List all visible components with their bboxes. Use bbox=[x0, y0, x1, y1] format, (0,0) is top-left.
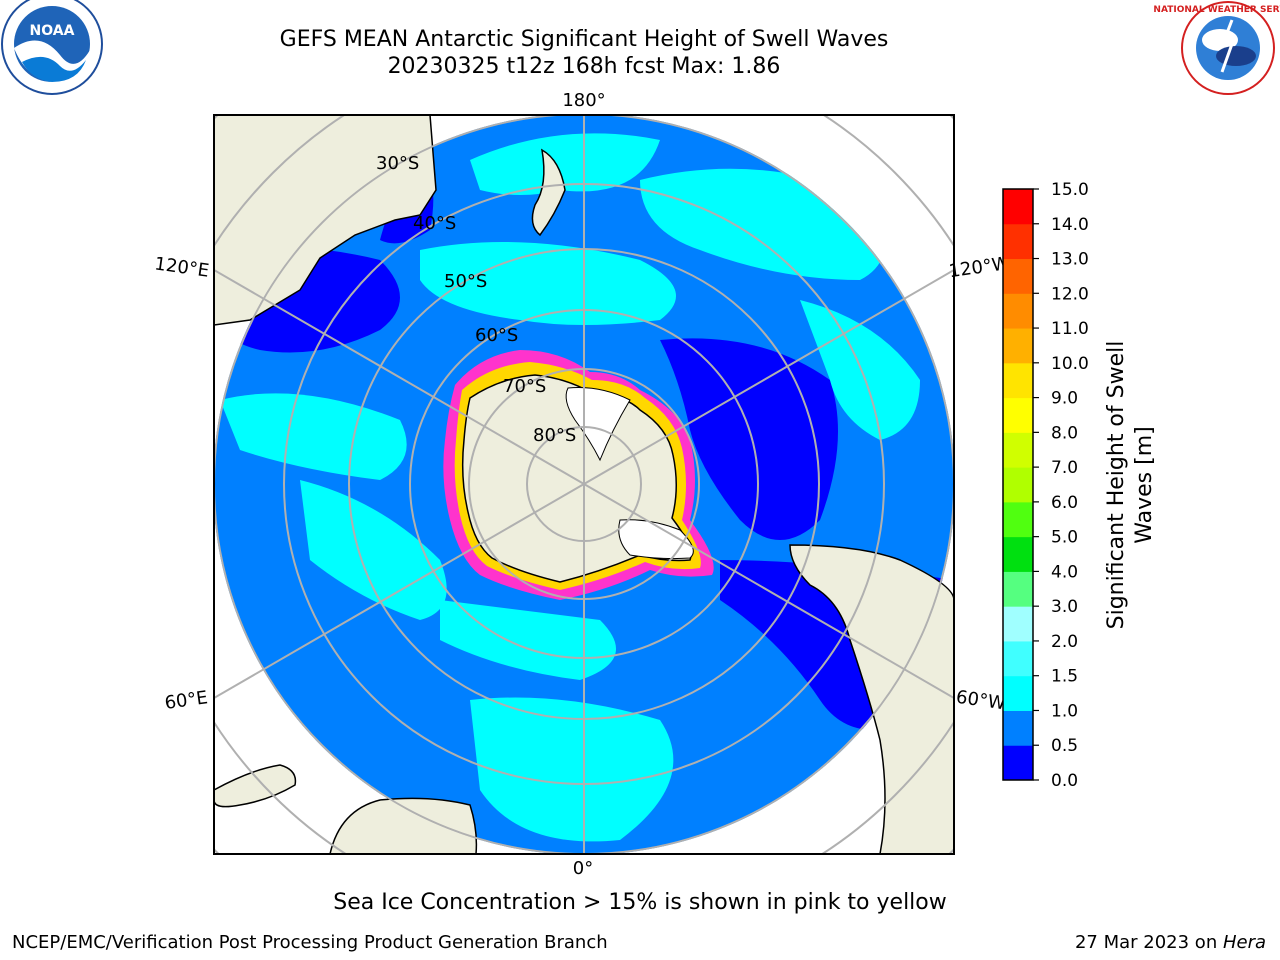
lon-label-0: 0° bbox=[573, 858, 593, 879]
ross-ice-shelf bbox=[565, 387, 631, 462]
colorbar-tick-label: 15.0 bbox=[1051, 180, 1089, 200]
colorbar-segment bbox=[1003, 362, 1033, 399]
lon-label-120e: 120°E bbox=[153, 253, 210, 281]
meridian-120w bbox=[583, 269, 954, 485]
colorbar-tick-label: 5.0 bbox=[1051, 528, 1078, 548]
swell-band-1-15-north bbox=[470, 133, 660, 195]
meridian-120e bbox=[214, 269, 585, 485]
sea-ice-caption: Sea Ice Concentration > 15% is shown in … bbox=[333, 890, 947, 915]
colorbar: 0.0 0.5 1.0 1.5 2.0 3.0 4.0 5.0 6.0 7.0 8.0 9.0 10.0… bbox=[1002, 180, 1089, 791]
footer-host: Hera bbox=[1222, 932, 1266, 953]
lat-label-30s: 30°S bbox=[376, 153, 419, 174]
colorbar-tick-label: 14.0 bbox=[1051, 215, 1089, 235]
colorbar-segment bbox=[1003, 606, 1033, 642]
lat-label-60s: 60°S bbox=[475, 325, 518, 346]
lon-label-60e: 60°E bbox=[163, 687, 209, 714]
colorbar-segment bbox=[1003, 397, 1033, 433]
colorbar-segment bbox=[1003, 745, 1033, 781]
lon-label-120w: 120°W bbox=[947, 253, 1011, 282]
land-new-zealand bbox=[531, 148, 566, 237]
colorbar-segment bbox=[1003, 501, 1033, 538]
nws-logo: NATIONAL WEATHER SERVICE bbox=[1153, 1, 1280, 95]
colorbar-tick-label: 11.0 bbox=[1051, 319, 1089, 339]
footer-date: 27 Mar 2023 on Hera bbox=[1075, 932, 1266, 953]
lat-label-50s: 50°S bbox=[444, 271, 487, 292]
colorbar-tick-label: 7.0 bbox=[1051, 458, 1078, 478]
lon-label-60w: 60°W bbox=[955, 687, 1007, 715]
noaa-logo: NOAA bbox=[1, 0, 103, 95]
land-madagascar bbox=[214, 764, 297, 808]
colorbar-label-line2: Waves [m] bbox=[1132, 426, 1157, 543]
meridian-60w bbox=[583, 483, 954, 699]
chart-title: GEFS MEAN Antarctic Significant Height o… bbox=[279, 27, 889, 52]
footer-credit: NCEP/EMC/Verification Post Processing Pr… bbox=[12, 932, 608, 953]
colorbar-tick-label: 9.0 bbox=[1051, 389, 1078, 409]
footer-date-text: 27 Mar 2023 on bbox=[1074, 932, 1223, 953]
colorbar-tick-label: 13.0 bbox=[1051, 250, 1089, 270]
swell-band-1-15-south bbox=[440, 600, 616, 680]
colorbar-tick-label: 12.0 bbox=[1051, 284, 1089, 304]
weddell-ice-shelf bbox=[618, 519, 694, 560]
colorbar-tick-label: 1.5 bbox=[1051, 667, 1078, 687]
colorbar-tick-label: 0.0 bbox=[1051, 771, 1078, 791]
noaa-logo-text: NOAA bbox=[30, 23, 75, 39]
colorbar-segment bbox=[1003, 571, 1033, 607]
colorbar-tick-label: 10.0 bbox=[1051, 354, 1089, 374]
swell-band-1-15-east bbox=[800, 300, 920, 440]
nws-logo-text: NATIONAL WEATHER SERVICE bbox=[1153, 5, 1280, 15]
low-swell-region-drake bbox=[740, 430, 820, 530]
colorbar-segment bbox=[1003, 258, 1033, 294]
colorbar-segment bbox=[1003, 536, 1033, 572]
swell-band-1-15-central bbox=[420, 242, 676, 325]
lon-label-180: 180° bbox=[562, 90, 605, 111]
swell-band-1-15-atlantic bbox=[470, 697, 674, 842]
colorbar-segment bbox=[1003, 432, 1033, 468]
colorbar-tick-label: 8.0 bbox=[1051, 423, 1078, 443]
colorbar-segment bbox=[1003, 640, 1033, 677]
colorbar-segment bbox=[1003, 293, 1033, 329]
colorbar-segment bbox=[1003, 675, 1033, 711]
lat-label-70s: 70°S bbox=[503, 376, 546, 397]
land-africa bbox=[329, 797, 478, 854]
colorbar-segment bbox=[1003, 189, 1033, 225]
colorbar-tick-label: 0.5 bbox=[1051, 736, 1078, 756]
colorbar-tick-label: 2.0 bbox=[1051, 632, 1078, 652]
colorbar-tick-label: 4.0 bbox=[1051, 562, 1078, 582]
colorbar-segment bbox=[1003, 710, 1033, 746]
map-frame bbox=[213, 114, 955, 855]
colorbar-tick-label: 6.0 bbox=[1051, 493, 1078, 513]
lat-label-80s: 80°S bbox=[533, 425, 576, 446]
swell-height-field bbox=[214, 115, 954, 854]
colorbar-segment bbox=[1003, 328, 1033, 364]
colorbar-tick-label: 1.0 bbox=[1051, 701, 1078, 721]
meridians bbox=[214, 115, 954, 854]
colorbar-label-line1: Significant Height of Swell bbox=[1104, 341, 1129, 630]
colorbar-tick-label: 3.0 bbox=[1051, 597, 1078, 617]
meridian-60e bbox=[214, 483, 585, 699]
colorbar-segment bbox=[1003, 467, 1033, 503]
colorbar-border bbox=[1002, 188, 1034, 781]
lat-label-40s: 40°S bbox=[413, 213, 456, 234]
chart-subtitle: 20230325 t12z 168h fcst Max: 1.86 bbox=[387, 54, 781, 79]
colorbar-segment bbox=[1003, 223, 1033, 260]
colorbar-label: Significant Height of Swell Waves [m] bbox=[1104, 341, 1157, 630]
